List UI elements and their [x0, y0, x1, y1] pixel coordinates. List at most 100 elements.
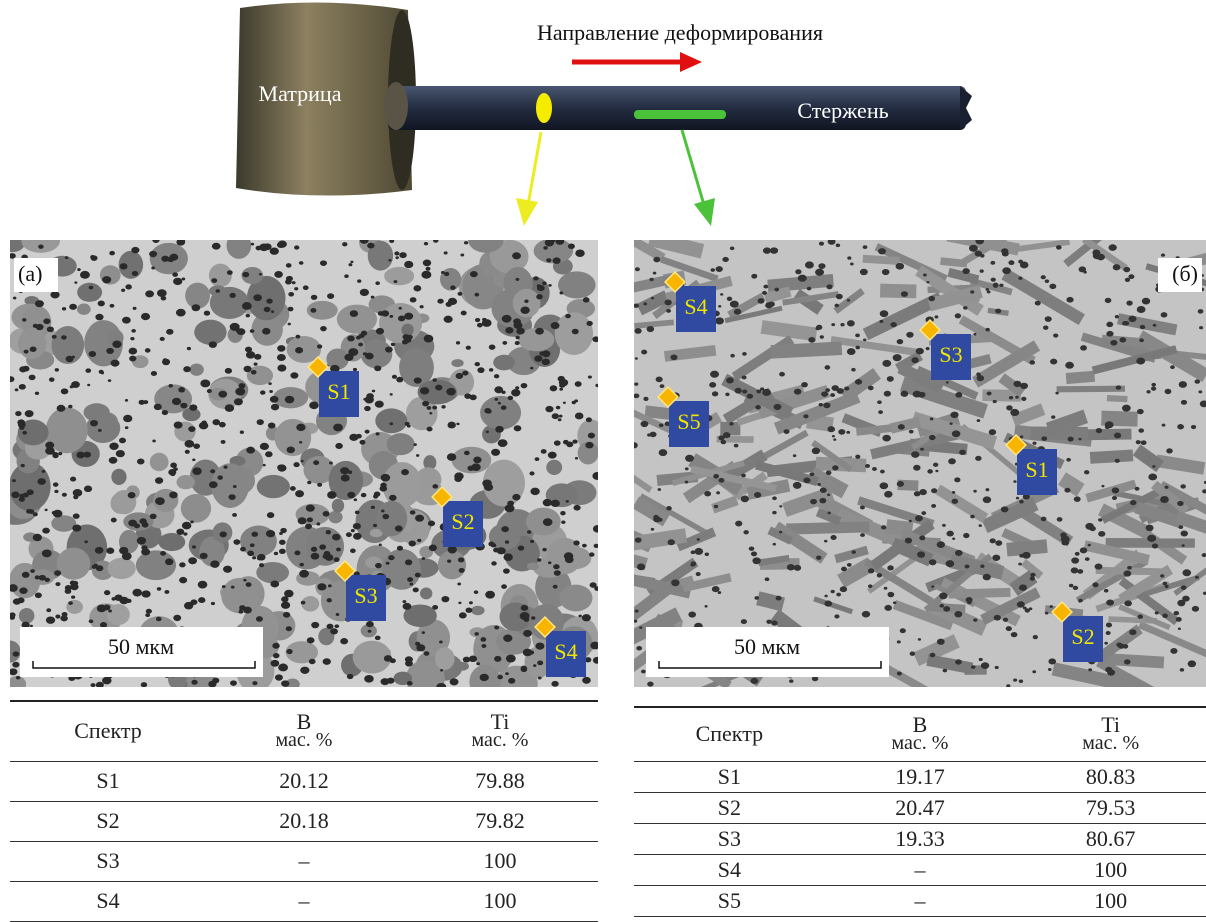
pore [1013, 678, 1017, 681]
table-body: S119.1780.83S220.4779.53S319.3380.67S4–1… [634, 761, 1206, 916]
panel-label: (б) [1172, 261, 1198, 286]
pore [573, 540, 579, 545]
pore [405, 559, 412, 565]
pore [505, 327, 513, 334]
pore [1021, 397, 1026, 401]
pore [85, 368, 91, 373]
pore [474, 590, 479, 594]
pore [1048, 658, 1056, 664]
pore [125, 399, 128, 402]
table-cell: S2 [634, 792, 825, 823]
pore [166, 329, 173, 335]
pore [543, 518, 553, 526]
pore [60, 615, 68, 621]
pore [131, 247, 139, 253]
pore [129, 348, 138, 355]
pore [582, 614, 591, 621]
pore [1092, 582, 1098, 587]
pore [1115, 315, 1119, 318]
pore [574, 399, 578, 402]
table-cell: 79.53 [1015, 792, 1206, 823]
pore [993, 400, 997, 403]
pore [882, 435, 890, 442]
pore [253, 294, 262, 301]
grain [21, 229, 60, 253]
grain [0, 641, 21, 663]
pore [933, 463, 938, 467]
pore [252, 556, 256, 559]
pore [855, 346, 860, 350]
pore [1041, 275, 1046, 279]
pore [111, 597, 115, 601]
pore [176, 529, 184, 535]
pore [919, 535, 925, 540]
pore [191, 680, 197, 685]
pore [300, 667, 309, 674]
pore [992, 555, 1000, 561]
pore [1126, 300, 1132, 305]
pore [285, 279, 292, 284]
pore [917, 551, 925, 557]
pore [389, 495, 397, 501]
pore [751, 274, 757, 279]
pore [825, 388, 830, 392]
grain [111, 469, 126, 485]
pore [965, 565, 970, 569]
pore [33, 534, 42, 541]
pore [697, 538, 700, 541]
pore [404, 261, 413, 268]
pore [68, 601, 73, 605]
column-unit: мас. % [206, 731, 402, 749]
pore [372, 390, 375, 393]
pore [1001, 248, 1008, 254]
table-cell: – [206, 841, 402, 881]
pore [730, 301, 739, 308]
pore [432, 484, 438, 489]
pore [292, 281, 296, 284]
pore [131, 329, 135, 333]
pore [482, 318, 486, 321]
pore [990, 538, 996, 543]
marker-label: S3 [939, 342, 962, 367]
column-header: Bмас. % [206, 701, 402, 761]
pore [930, 653, 936, 658]
pore [973, 490, 976, 493]
pore [378, 311, 384, 316]
pore [868, 568, 874, 573]
pore [543, 499, 552, 506]
pore [494, 374, 499, 378]
pore [190, 599, 197, 605]
pore [228, 494, 235, 500]
pore [367, 401, 370, 403]
pore [975, 237, 984, 244]
pore [1106, 322, 1113, 327]
pore [559, 388, 563, 391]
pore [1136, 440, 1141, 444]
grain [376, 501, 407, 536]
pore [973, 618, 977, 621]
pore [246, 447, 255, 454]
pore [915, 515, 923, 521]
pore [220, 531, 227, 537]
pore [1128, 316, 1136, 322]
pore [441, 405, 445, 408]
pore [382, 514, 389, 519]
pore [635, 537, 642, 542]
pore [641, 421, 649, 427]
pore [89, 286, 94, 290]
pore [760, 387, 764, 390]
pore [1006, 626, 1012, 631]
pore [592, 472, 602, 480]
pore [225, 368, 232, 374]
pore [1085, 523, 1094, 530]
pore [931, 504, 936, 508]
pore [516, 278, 520, 281]
pore [19, 587, 27, 594]
pore [980, 564, 984, 567]
pore [216, 289, 220, 293]
pore [630, 442, 638, 448]
pore [832, 465, 838, 470]
pore [424, 335, 434, 343]
pore [1069, 584, 1073, 588]
pore [320, 260, 327, 266]
